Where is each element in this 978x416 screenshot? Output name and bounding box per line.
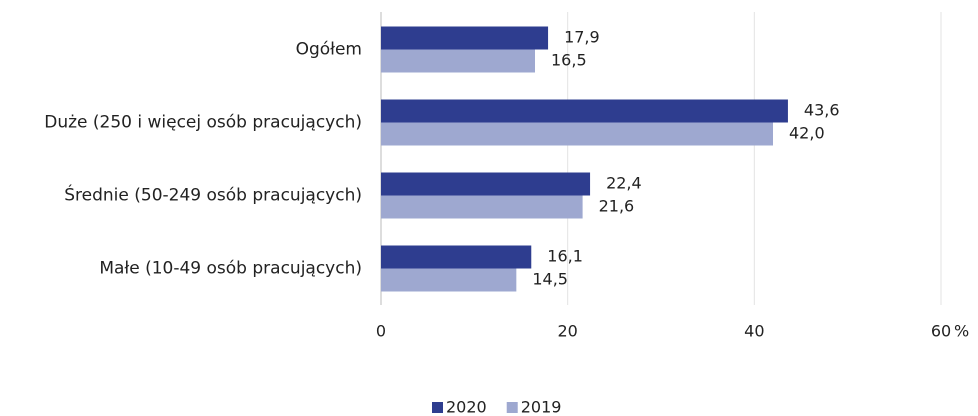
x-tick-label: 40 (744, 322, 764, 341)
legend-swatch (506, 402, 518, 413)
bar (381, 99, 788, 123)
bar (381, 268, 517, 292)
x-tick-label: 20 (557, 322, 577, 341)
bar (381, 195, 583, 219)
x-tick-label: 60 (931, 322, 951, 341)
value-label: 16,1 (547, 247, 583, 266)
bar (381, 172, 591, 196)
category-label: Średnie (50-249 osób pracujących) (64, 184, 362, 206)
category-label: Duże (250 i więcej osób pracujących) (44, 113, 362, 133)
bar (381, 245, 532, 269)
x-axis-unit: % (954, 322, 969, 341)
value-label: 22,4 (606, 174, 642, 193)
bar (381, 26, 549, 50)
bar (381, 49, 535, 73)
category-label: Małe (10-49 osób pracujących) (99, 259, 362, 279)
bar (381, 122, 773, 146)
x-tick-label: 0 (376, 322, 386, 341)
legend-label: 2019 (521, 398, 562, 416)
value-label: 14,5 (532, 270, 568, 289)
legend-swatch (432, 402, 443, 413)
legend-label: 2020 (446, 398, 487, 416)
value-label: 16,5 (551, 51, 587, 70)
value-label: 21,6 (599, 197, 635, 216)
value-label: 42,0 (789, 124, 825, 143)
category-label: Ogółem (296, 40, 362, 60)
value-label: 17,9 (564, 28, 600, 47)
value-label: 43,6 (804, 101, 840, 120)
